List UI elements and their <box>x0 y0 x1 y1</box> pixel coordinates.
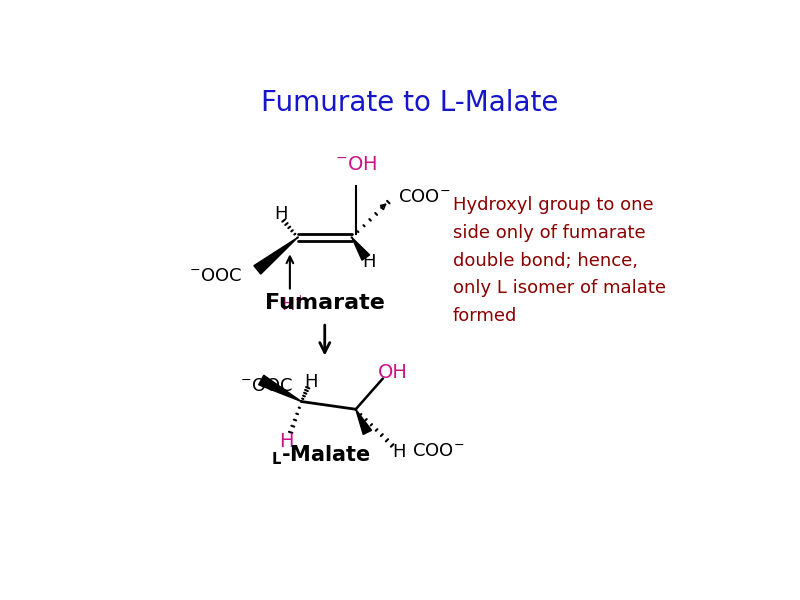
Polygon shape <box>356 409 371 434</box>
Text: Hydroxyl group to one
side only of fumarate
double bond; hence,
only L isomer of: Hydroxyl group to one side only of fumar… <box>453 196 666 325</box>
Text: $^{-}$OOC: $^{-}$OOC <box>189 267 242 285</box>
Polygon shape <box>254 238 298 274</box>
Text: Fumarate: Fumarate <box>265 293 385 313</box>
Text: Fumurate to L-Malate: Fumurate to L-Malate <box>262 89 558 117</box>
Text: H: H <box>392 443 406 461</box>
Text: H: H <box>362 253 376 271</box>
Text: COO$^{-}$: COO$^{-}$ <box>398 188 450 206</box>
Text: COO$^{-}$: COO$^{-}$ <box>411 442 464 460</box>
Text: H: H <box>278 432 294 451</box>
Text: H: H <box>274 205 287 223</box>
Text: $_{\mathregular{L}}$-Malate: $_{\mathregular{L}}$-Malate <box>271 443 371 467</box>
Text: H: H <box>304 373 318 391</box>
Polygon shape <box>352 238 370 260</box>
Text: $^{-}$OH: $^{-}$OH <box>334 155 377 173</box>
Text: H$^{+}$: H$^{+}$ <box>282 296 306 315</box>
Polygon shape <box>258 375 302 401</box>
Text: $^{-}$OOC: $^{-}$OOC <box>239 377 293 395</box>
Text: OH: OH <box>378 363 408 382</box>
